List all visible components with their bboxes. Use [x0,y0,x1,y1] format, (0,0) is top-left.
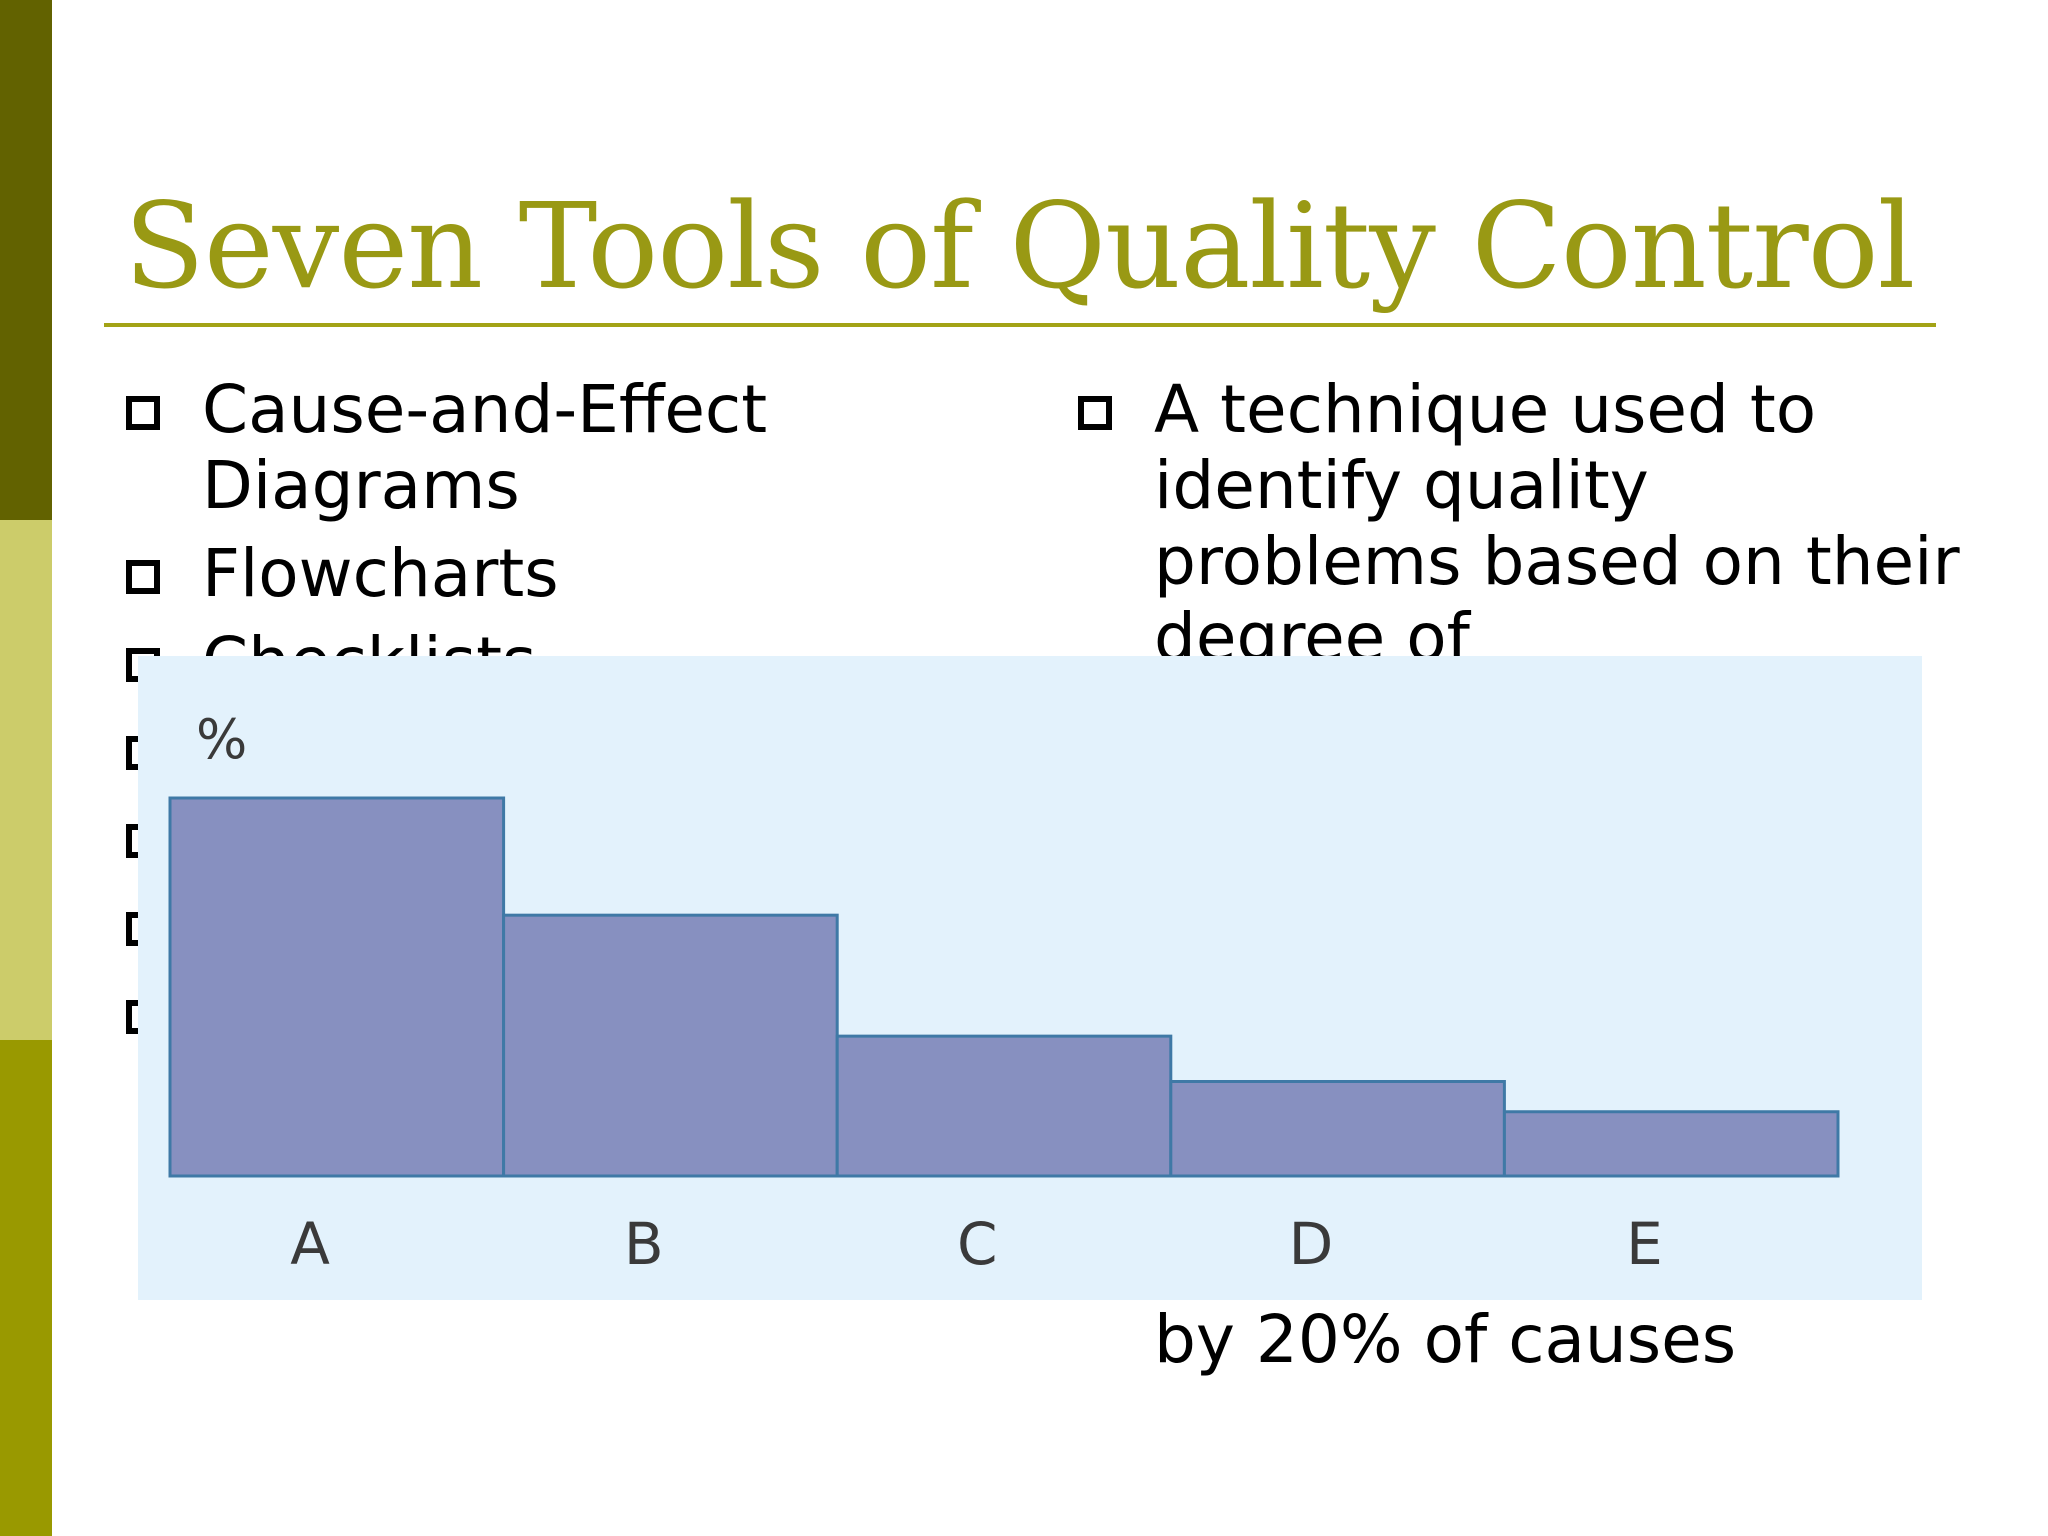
right-bullet-list: A technique used to identify quality pro… [1076,372,1976,676]
title-underline [104,323,1936,327]
x-tick-label-b: B [624,1210,664,1278]
right-bullet-item: A technique used to identify quality pro… [1076,372,1976,676]
right-bullet-tail-text: by 20% of causes [1154,1301,1737,1378]
accent-strip-top [0,0,52,520]
bar-chart-svg: % A B C D E [168,708,1840,1278]
accent-strip-bottom [0,1040,52,1536]
left-bullet-text: Cause-and-Effect Diagrams [202,371,768,524]
bar-a [168,796,506,1178]
accent-strip-middle [0,520,52,1040]
left-bullet-text: Flowcharts [202,535,559,612]
bar-e [1502,1110,1840,1178]
x-tick-label-group: A B C D E [290,1210,1663,1278]
right-bullet-text: A technique used to identify quality pro… [1154,371,1960,676]
bar-c [835,1034,1173,1178]
square-bullet-icon [126,560,160,594]
bar-group [168,796,1840,1178]
x-tick-label-c: C [957,1210,998,1278]
square-bullet-icon [1078,396,1112,430]
pareto-chart: % A B C D E [138,656,1922,1300]
x-tick-label-a: A [290,1210,330,1278]
y-axis-label: % [196,708,247,771]
left-bullet-item: Flowcharts [124,536,1004,612]
x-tick-label-d: D [1289,1210,1334,1278]
square-bullet-icon [126,396,160,430]
bar-d [1169,1080,1506,1178]
left-bullet-item: Cause-and-Effect Diagrams [124,372,1004,524]
x-tick-label-e: E [1626,1210,1663,1278]
bar-b [502,913,839,1178]
slide-title: Seven Tools of Quality Control [124,177,1915,315]
